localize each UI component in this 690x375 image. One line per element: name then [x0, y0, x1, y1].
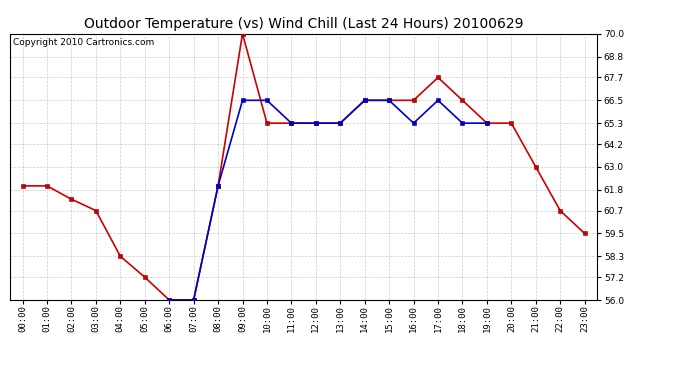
Title: Outdoor Temperature (vs) Wind Chill (Last 24 Hours) 20100629: Outdoor Temperature (vs) Wind Chill (Las…	[84, 17, 523, 31]
Text: Copyright 2010 Cartronics.com: Copyright 2010 Cartronics.com	[13, 38, 155, 47]
